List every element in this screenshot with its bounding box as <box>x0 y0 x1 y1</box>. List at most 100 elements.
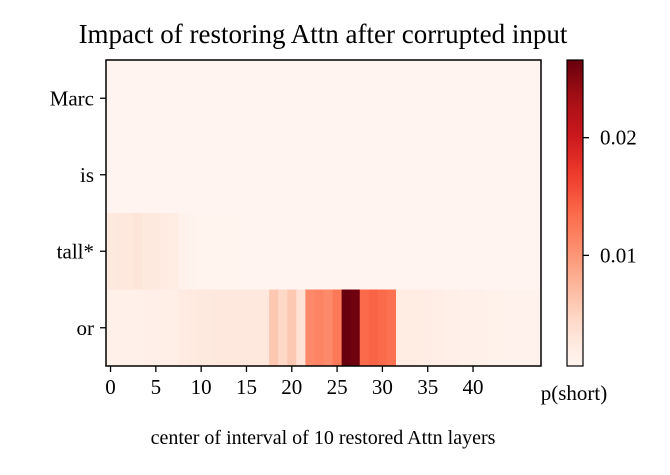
heatmap-cell <box>341 289 352 367</box>
heatmap-cell <box>396 60 406 137</box>
heatmap-cell <box>260 289 270 367</box>
heatmap-cell <box>205 289 216 367</box>
heatmap-cell <box>359 213 370 290</box>
x-tick-label: 30 <box>372 375 393 399</box>
heatmap-cell <box>178 289 188 367</box>
x-tick-label: 15 <box>236 375 257 399</box>
heatmap-cell <box>232 289 243 367</box>
colorbar-tick-label: 0.02 <box>600 126 637 150</box>
heatmap-cell <box>332 60 343 137</box>
heatmap-cell <box>187 289 198 367</box>
heatmap-cell <box>232 136 243 214</box>
heatmap-cell <box>486 136 497 214</box>
heatmap-cell <box>314 213 324 290</box>
heatmap-cell <box>214 60 225 137</box>
heatmap-cell <box>450 60 460 137</box>
heatmap-cell <box>178 136 188 214</box>
heatmap-cell <box>332 136 343 214</box>
heatmap-cell <box>151 136 161 214</box>
heatmap-cell <box>278 213 288 290</box>
heatmap-cell <box>196 213 207 290</box>
heatmap-cell <box>205 213 216 290</box>
plot-frame <box>105 59 542 367</box>
heatmap-cell <box>495 213 506 290</box>
heatmap-cell <box>432 136 442 214</box>
heatmap-cell <box>495 60 506 137</box>
heatmap-cell <box>396 213 406 290</box>
y-tick-label: is <box>80 163 94 187</box>
heatmap-cell <box>396 289 406 367</box>
heatmap-cell <box>368 213 379 290</box>
heatmap-cell <box>196 136 207 214</box>
heatmap-cell <box>359 60 370 137</box>
heatmap-cell <box>486 213 497 290</box>
heatmap-cell <box>169 60 179 137</box>
heatmap-cell <box>432 289 442 367</box>
heatmap-cell <box>477 213 488 290</box>
heatmap-cell <box>405 60 415 137</box>
heatmap-cell <box>441 60 451 137</box>
heatmap-cell <box>522 289 533 367</box>
heatmap-cell <box>241 213 252 290</box>
heatmap-cell <box>241 289 252 367</box>
heatmap-cell <box>305 60 315 137</box>
heatmap-cell <box>178 60 188 137</box>
heatmap-cell <box>341 136 352 214</box>
heatmap-cell <box>414 60 424 137</box>
heatmap-cell <box>405 213 415 290</box>
colorbar-axis: 0.01 0.02 <box>583 126 637 267</box>
heatmap-cell <box>323 136 333 214</box>
chart-title: Impact of restoring Attn after corrupted… <box>79 19 568 49</box>
heatmap-cell <box>386 289 397 367</box>
heatmap-cell <box>423 60 433 137</box>
heatmap-cell <box>278 136 288 214</box>
heatmap-cell <box>359 136 370 214</box>
heatmap-cell <box>323 213 333 290</box>
heatmap-cell <box>350 136 361 214</box>
heatmap-cell <box>305 289 315 367</box>
heatmap-cell <box>223 60 234 137</box>
heatmap-cell <box>187 60 198 137</box>
heatmap-cell <box>214 213 225 290</box>
heatmap-cell <box>187 213 198 290</box>
heatmap-cell <box>133 213 143 290</box>
heatmap-cell <box>241 136 252 214</box>
heatmap-cell <box>377 136 388 214</box>
heatmap-cell <box>450 289 460 367</box>
heatmap-cell <box>287 60 297 137</box>
heatmap-cell <box>504 136 515 214</box>
heatmap-cell <box>477 136 488 214</box>
heatmap-cell <box>278 60 288 137</box>
heatmap-cell <box>522 213 533 290</box>
heatmap-cell <box>350 60 361 137</box>
heatmap-cell <box>468 136 478 214</box>
heatmap-cell <box>169 289 179 367</box>
heatmap-cells <box>106 60 542 367</box>
heatmap-cell <box>459 60 469 137</box>
heatmap-cell <box>414 136 424 214</box>
colorbar-tick-label: 0.01 <box>600 243 637 267</box>
heatmap-cell <box>405 136 415 214</box>
heatmap-cell <box>106 136 116 214</box>
heatmap-cell <box>368 60 379 137</box>
heatmap-cell <box>115 213 125 290</box>
heatmap-cell <box>459 213 469 290</box>
heatmap-cell <box>106 289 116 367</box>
x-tick-label: 0 <box>105 375 116 399</box>
heatmap-cell <box>115 136 125 214</box>
heatmap-cell <box>350 213 361 290</box>
heatmap-cell <box>151 289 161 367</box>
x-tick-label: 20 <box>281 375 302 399</box>
y-axis: Marc is tall* or <box>50 86 106 340</box>
heatmap-cell <box>504 289 515 367</box>
heatmap-cell <box>142 60 152 137</box>
heatmap-cell <box>468 60 478 137</box>
heatmap-cell <box>160 136 170 214</box>
heatmap-cell <box>386 136 397 214</box>
heatmap-cell <box>205 60 216 137</box>
heatmap-cell <box>459 289 469 367</box>
heatmap-cell <box>513 289 524 367</box>
colorbar-label: p(short) <box>541 381 608 405</box>
